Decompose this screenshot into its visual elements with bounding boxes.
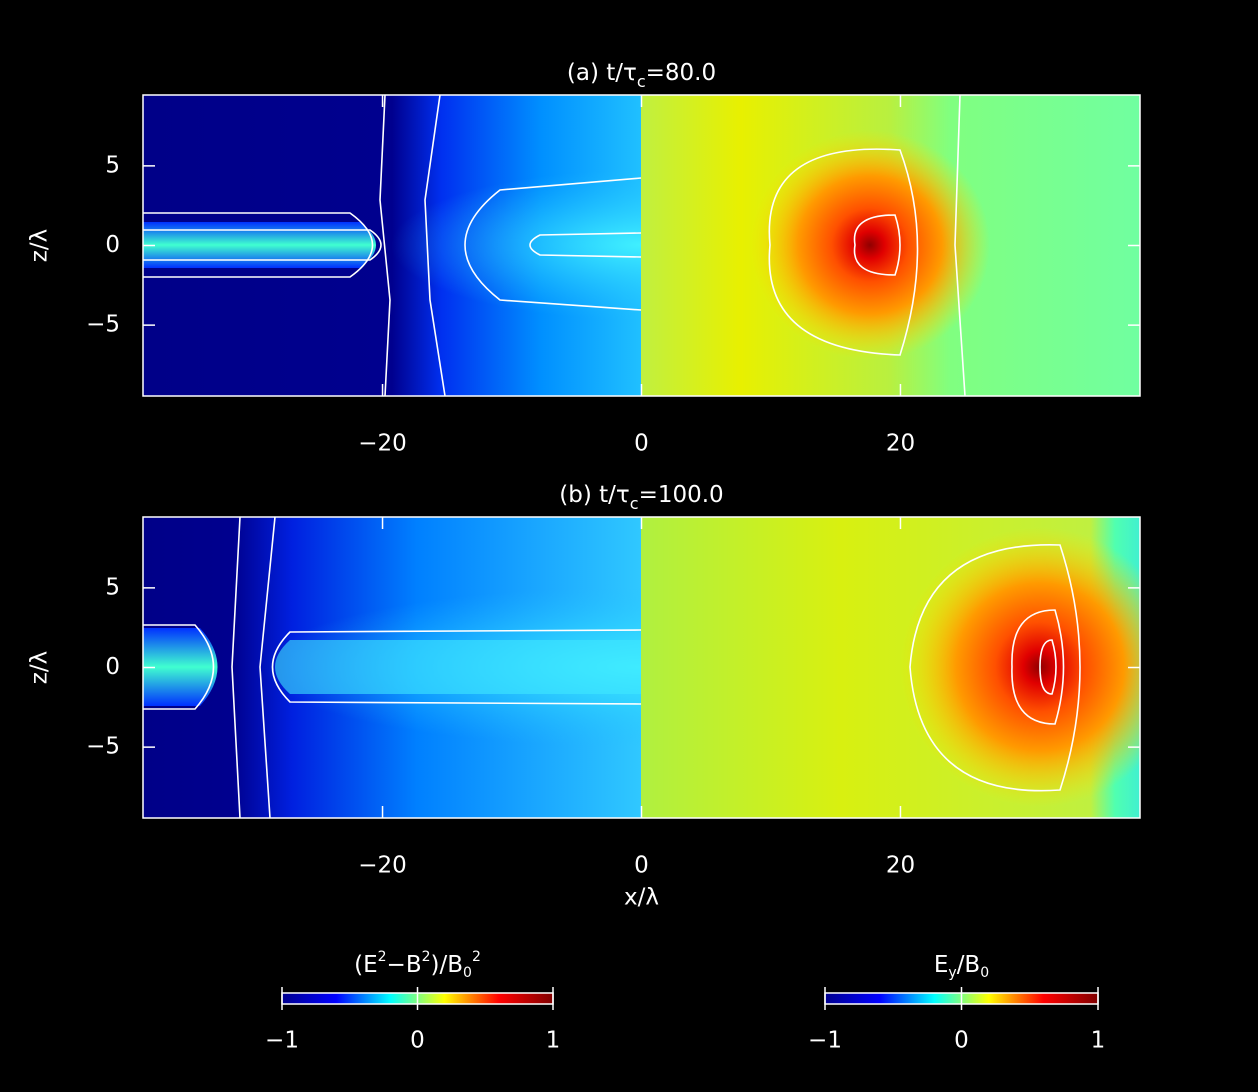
label-part: )/B [431, 952, 464, 978]
y-tick-label: 5 [105, 152, 120, 178]
x-tick-label: 20 [886, 853, 915, 879]
field-b [143, 517, 1140, 818]
x-tick-label: 0 [634, 853, 649, 879]
colorbar-tick-label: 0 [954, 1028, 969, 1054]
colorbar-tick-label: 1 [546, 1028, 561, 1054]
title-part: c [630, 494, 639, 513]
x-tick-label: −20 [358, 853, 407, 879]
x-tick-label: 20 [886, 431, 915, 457]
y-tick-label: −5 [86, 312, 120, 338]
colorbar-tick-label: −1 [265, 1028, 299, 1054]
y-tick-label: 0 [105, 654, 120, 680]
title-part: (b) t/τ [559, 482, 629, 508]
label-part: 2 [422, 949, 431, 965]
label-part: 0 [980, 965, 989, 981]
panel-title: (a) t/τc=80.0 [567, 60, 716, 92]
colorbar-label: Ey/B0 [934, 952, 989, 982]
label-part: E [934, 952, 949, 978]
label-part: 0 [463, 965, 472, 981]
field-a [143, 95, 1140, 396]
x-tick-label: −20 [358, 431, 407, 457]
title-part: =100.0 [639, 482, 724, 508]
y-axis-label: z/λ [27, 651, 53, 684]
y-axis-label: z/λ [27, 229, 53, 262]
label-part: (E [354, 952, 378, 978]
title-part: =80.0 [646, 60, 716, 86]
x-tick-label: 0 [634, 431, 649, 457]
label-part: 2 [472, 949, 481, 965]
label-part: −B [387, 952, 422, 978]
x-axis-label: x/λ [624, 885, 659, 911]
colorbar-tick-label: 0 [410, 1028, 425, 1054]
label-part: 2 [378, 949, 387, 965]
label-part: /B [957, 952, 981, 978]
y-tick-label: 0 [105, 232, 120, 258]
title-part: c [637, 72, 646, 91]
label-part: y [948, 965, 956, 981]
panel-title: (b) t/τc=100.0 [559, 482, 723, 514]
colorbar-tick-label: −1 [808, 1028, 842, 1054]
colorbar-label: (E2−B2)/B02 [354, 949, 481, 981]
colorbar-tick-label: 1 [1091, 1028, 1106, 1054]
title-part: (a) t/τ [567, 60, 637, 86]
y-tick-label: −5 [86, 734, 120, 760]
y-tick-label: 5 [105, 574, 120, 600]
